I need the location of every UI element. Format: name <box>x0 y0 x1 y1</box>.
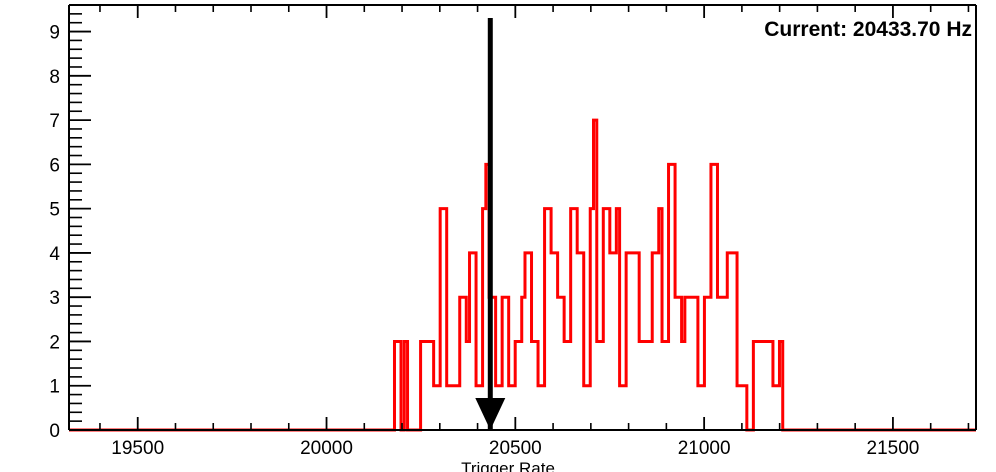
y-tick-label-6: 6 <box>49 155 60 176</box>
y-tick-label-1: 1 <box>49 377 60 398</box>
y-tick-label-7: 7 <box>49 111 60 132</box>
y-tick-label-4: 4 <box>49 244 60 265</box>
y-tick-label-2: 2 <box>49 332 60 353</box>
y-tick-label-8: 8 <box>49 67 60 88</box>
x-tick-label-20500: 20500 <box>489 438 542 459</box>
y-tick-label-5: 5 <box>49 200 60 221</box>
y-tick-label-3: 3 <box>49 288 60 309</box>
current-value-label: Current: 20433.70 Hz <box>764 18 972 41</box>
y-tick-label-0: 0 <box>49 421 60 442</box>
x-tick-label-20000: 20000 <box>300 438 353 459</box>
x-axis-title: Trigger Rate <box>461 459 555 472</box>
histogram-outline <box>69 118 976 432</box>
x-tick-label-21500: 21500 <box>867 438 920 459</box>
x-tick-label-19500: 19500 <box>111 438 164 459</box>
current-value-marker-arrowhead <box>475 398 506 430</box>
y-tick-label-9: 9 <box>49 23 60 44</box>
x-tick-label-21000: 21000 <box>678 438 731 459</box>
